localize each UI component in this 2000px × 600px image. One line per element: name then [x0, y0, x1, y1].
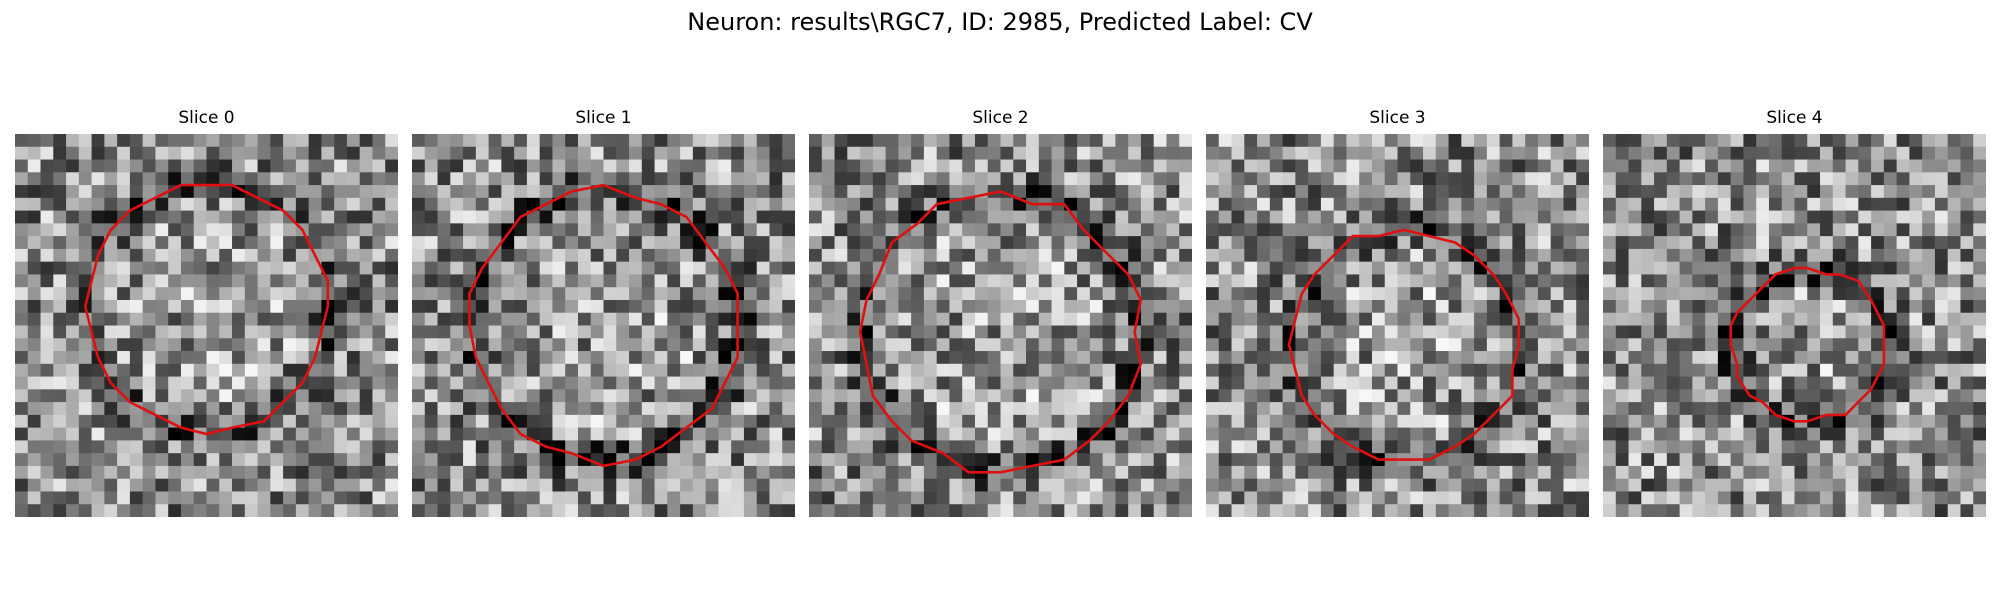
- vesicle-contour-0: [83, 183, 330, 436]
- figure-title: Neuron: results\RGC7, ID: 2985, Predicte…: [687, 8, 1313, 36]
- slice-title-0: Slice 0: [178, 108, 235, 128]
- slice-svg-2: [809, 134, 1192, 517]
- slice-pixels-1: [412, 134, 795, 517]
- vesicle-contour-3: [1287, 228, 1521, 461]
- slice-panel-1: Slice 1: [412, 108, 795, 517]
- slice-panel-2: Slice 2: [809, 108, 1192, 517]
- slice-title-4: Slice 4: [1766, 108, 1823, 128]
- vesicle-contour-1: [468, 183, 739, 468]
- slice-title-1: Slice 1: [575, 108, 632, 128]
- slice-panel-3: Slice 3: [1206, 108, 1589, 517]
- slice-svg-0: [15, 134, 398, 517]
- slice-pixels-2: [809, 134, 1192, 517]
- slice-image-2: [809, 134, 1192, 517]
- slice-panel-0: Slice 0: [15, 108, 398, 517]
- slice-image-0: [15, 134, 398, 517]
- slice-pixels-4: [1603, 134, 1986, 517]
- slice-pixels-3: [1206, 134, 1589, 517]
- vesicle-contour-2: [858, 190, 1143, 474]
- slice-title-3: Slice 3: [1369, 108, 1426, 128]
- slice-pixels-0: [15, 134, 398, 517]
- slice-image-4: [1603, 134, 1986, 517]
- vesicle-contour-4: [1729, 266, 1886, 423]
- slice-image-3: [1206, 134, 1589, 517]
- slice-title-2: Slice 2: [972, 108, 1029, 128]
- slice-svg-4: [1603, 134, 1986, 517]
- slice-svg-3: [1206, 134, 1589, 517]
- slice-panel-4: Slice 4: [1603, 108, 1986, 517]
- slice-svg-1: [412, 134, 795, 517]
- slice-image-1: [412, 134, 795, 517]
